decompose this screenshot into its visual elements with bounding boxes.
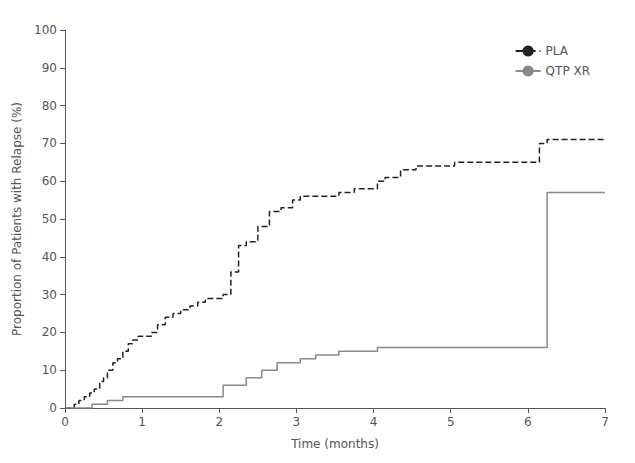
svg-text:20: 20 xyxy=(42,325,57,339)
svg-text:100: 100 xyxy=(34,23,57,37)
svg-text:30: 30 xyxy=(42,288,57,302)
svg-text:10: 10 xyxy=(42,363,57,377)
svg-text:1: 1 xyxy=(138,415,146,429)
svg-text:80: 80 xyxy=(42,99,57,113)
svg-text:Time (months): Time (months) xyxy=(290,437,379,451)
svg-text:3: 3 xyxy=(293,415,301,429)
svg-text:70: 70 xyxy=(42,136,57,150)
svg-text:0: 0 xyxy=(61,415,69,429)
svg-text:90: 90 xyxy=(42,61,57,75)
svg-text:40: 40 xyxy=(42,250,57,264)
svg-text:PLA: PLA xyxy=(546,44,569,58)
svg-text:60: 60 xyxy=(42,174,57,188)
svg-text:2: 2 xyxy=(215,415,223,429)
svg-text:50: 50 xyxy=(42,212,57,226)
svg-text:6: 6 xyxy=(524,415,532,429)
svg-text:0: 0 xyxy=(49,401,57,415)
svg-text:4: 4 xyxy=(370,415,378,429)
svg-text:Proportion of Patients with Re: Proportion of Patients with Relapse (%) xyxy=(10,102,24,336)
svg-text:7: 7 xyxy=(601,415,609,429)
svg-text:QTP XR: QTP XR xyxy=(546,64,590,78)
svg-text:5: 5 xyxy=(447,415,455,429)
